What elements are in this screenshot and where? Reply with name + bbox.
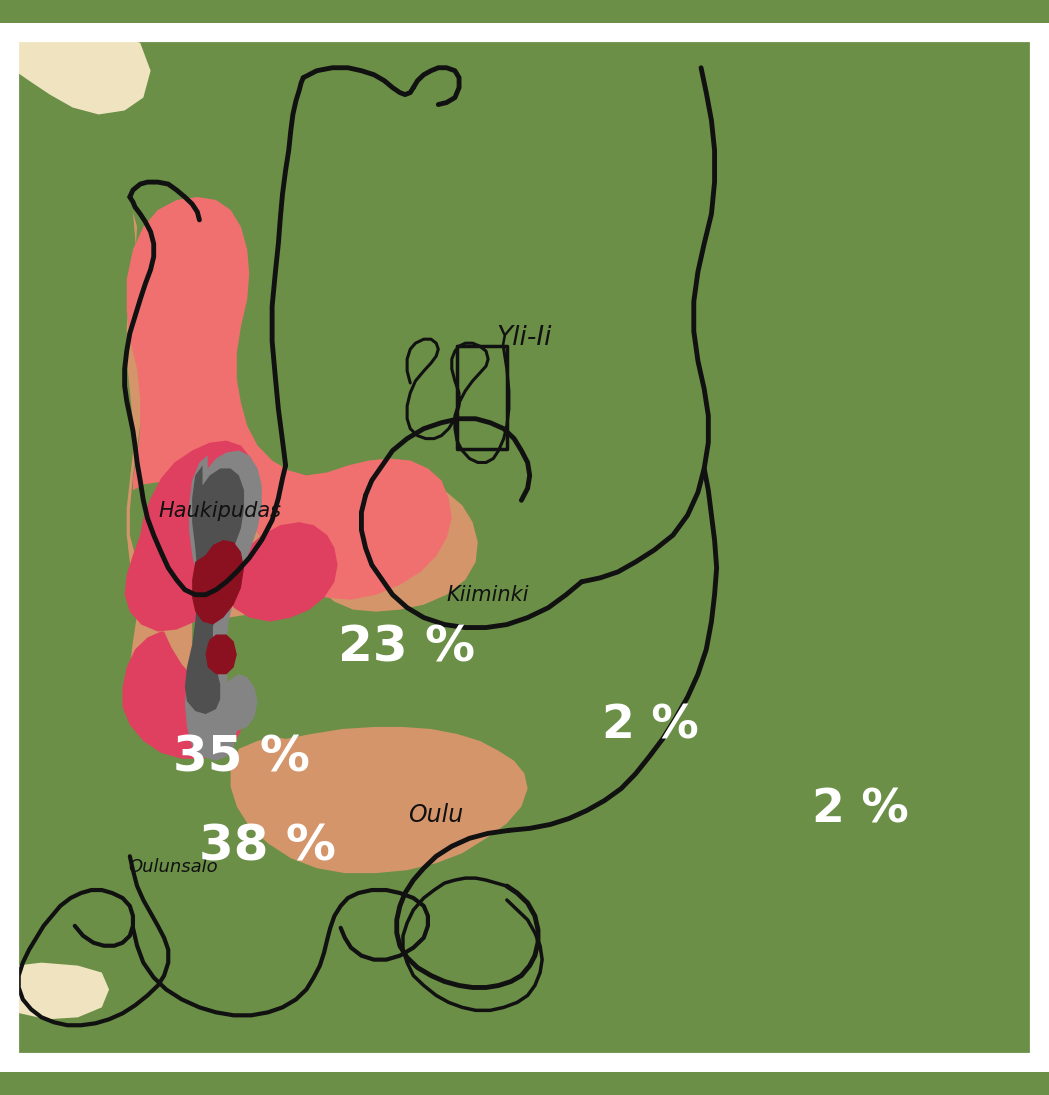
- Polygon shape: [192, 540, 244, 624]
- Text: 23 %: 23 %: [339, 623, 475, 671]
- Polygon shape: [185, 465, 244, 714]
- Polygon shape: [123, 632, 241, 759]
- Text: 2 %: 2 %: [602, 703, 699, 748]
- Polygon shape: [227, 522, 338, 622]
- Polygon shape: [127, 197, 452, 600]
- Polygon shape: [0, 963, 109, 1019]
- Polygon shape: [185, 450, 262, 761]
- Polygon shape: [206, 634, 237, 675]
- Text: 38 %: 38 %: [199, 822, 336, 871]
- Text: Kiiminki: Kiiminki: [447, 585, 529, 604]
- Polygon shape: [125, 440, 260, 632]
- Polygon shape: [231, 727, 528, 873]
- Polygon shape: [0, 23, 151, 115]
- Polygon shape: [218, 675, 258, 731]
- Text: Yli-Ii: Yli-Ii: [497, 325, 552, 350]
- Polygon shape: [296, 469, 447, 580]
- Text: Oulu: Oulu: [408, 803, 463, 827]
- Text: 35 %: 35 %: [173, 734, 309, 782]
- Polygon shape: [301, 472, 477, 612]
- Text: Oulunsalo: Oulunsalo: [128, 858, 218, 876]
- Polygon shape: [127, 212, 288, 745]
- Text: Haukipudas: Haukipudas: [158, 500, 282, 521]
- Text: 2 %: 2 %: [812, 787, 908, 832]
